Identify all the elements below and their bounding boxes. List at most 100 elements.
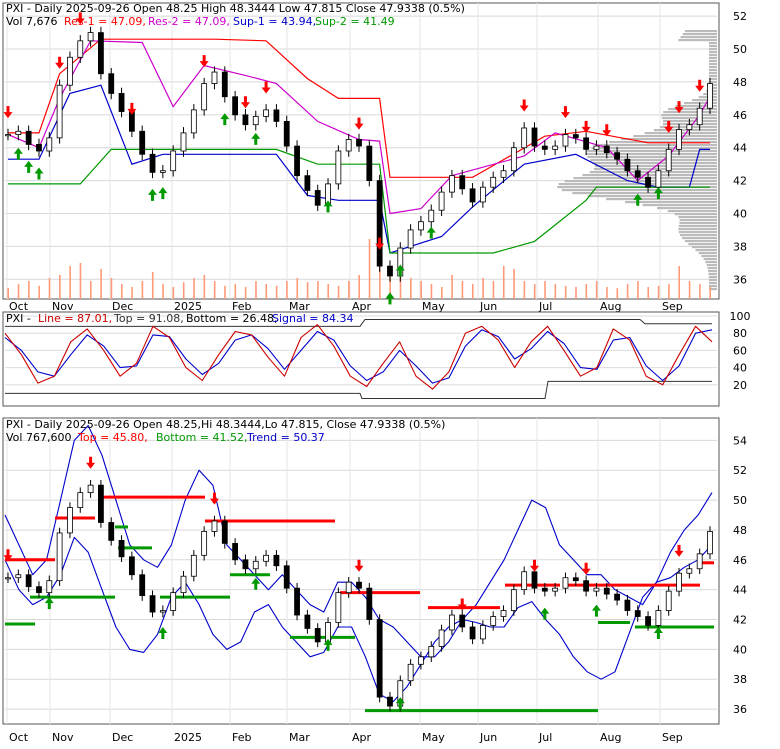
volume-profile-bar bbox=[657, 207, 717, 210]
up-arrow bbox=[24, 160, 34, 173]
down-arrow bbox=[695, 79, 705, 92]
band-up-arrow bbox=[323, 638, 333, 651]
volume-profile-bar bbox=[661, 117, 717, 120]
candle-body bbox=[118, 93, 125, 112]
candle-body bbox=[490, 176, 497, 188]
volume-bar bbox=[451, 275, 453, 299]
price-x-tick: Aug bbox=[600, 300, 621, 313]
candle-body bbox=[98, 32, 104, 75]
up-arrow bbox=[220, 113, 230, 126]
band-candle-body bbox=[87, 484, 94, 494]
volume-profile-bar bbox=[708, 288, 717, 291]
candle-body bbox=[438, 191, 445, 211]
candle-body bbox=[36, 144, 42, 152]
volume-bar bbox=[379, 251, 381, 299]
up-arrow bbox=[148, 188, 158, 201]
volume-profile-bar bbox=[684, 30, 717, 33]
band-candle-body bbox=[696, 553, 703, 570]
volume-profile-bar bbox=[708, 270, 717, 273]
volume-bar bbox=[193, 278, 195, 299]
volume-profile-bar bbox=[678, 225, 717, 228]
band-down-arrow bbox=[674, 544, 684, 557]
band-candle-body bbox=[572, 577, 579, 582]
volume-bar bbox=[141, 281, 144, 299]
candle-body bbox=[252, 116, 259, 126]
volume-bar bbox=[709, 287, 711, 299]
candle-body bbox=[139, 130, 146, 155]
volume-profile-bar bbox=[590, 159, 717, 162]
band-candle-body bbox=[593, 587, 600, 592]
candle-body bbox=[645, 176, 651, 188]
candle-body bbox=[366, 145, 373, 181]
volume-bar bbox=[699, 284, 701, 299]
band-candle-body bbox=[108, 522, 115, 541]
band-y-tick: 52 bbox=[733, 464, 747, 477]
price-y-tick: 48 bbox=[733, 76, 747, 89]
price-panel-title: PXI - Daily 2025-09-26 Open 48.25 High 4… bbox=[6, 2, 465, 15]
band-candle-body bbox=[624, 599, 631, 611]
volume-bar bbox=[688, 281, 691, 299]
volume-bar bbox=[48, 278, 51, 299]
up-arrow bbox=[385, 292, 395, 305]
band-y-tick: 44 bbox=[733, 584, 747, 597]
band-x-axis: Oct Nov Dec 2025 Feb Mar Apr May Jun Jul Aug Sep bbox=[9, 731, 683, 744]
volume-bar bbox=[523, 281, 526, 299]
band-candle-body bbox=[356, 581, 362, 589]
volume-profile-bar bbox=[620, 138, 717, 141]
band-candle-body bbox=[583, 580, 590, 592]
volume-profile-bar bbox=[591, 147, 717, 150]
oscillator-grid bbox=[5, 315, 717, 386]
up-arrow bbox=[34, 167, 44, 180]
volume-bar bbox=[492, 281, 495, 299]
volume-bar bbox=[461, 281, 464, 299]
candle-body bbox=[387, 265, 393, 277]
band-candle-body bbox=[634, 610, 641, 617]
down-arrow bbox=[55, 56, 65, 69]
band-candle-body bbox=[469, 626, 476, 640]
candle-body bbox=[572, 134, 579, 139]
band-candle-body bbox=[5, 577, 11, 580]
candle-body bbox=[77, 40, 84, 58]
band-trend-label: Trend = 50.37 bbox=[246, 431, 325, 444]
candle-body bbox=[221, 71, 228, 98]
band-candle-body bbox=[304, 614, 311, 629]
res1-label: Res-1 = 47.09, bbox=[64, 15, 146, 28]
band-x-tick: Aug bbox=[600, 731, 621, 744]
volume-profile-bar bbox=[709, 51, 717, 54]
band-y-tick: 48 bbox=[733, 524, 747, 537]
oscillator-y-tick: 60 bbox=[733, 344, 747, 357]
band-candle-body bbox=[418, 656, 424, 665]
candle-body bbox=[304, 175, 311, 191]
band-candles bbox=[5, 479, 713, 712]
up-arrow bbox=[426, 226, 436, 239]
price-x-tick: May bbox=[422, 300, 445, 313]
band-x-tick: Nov bbox=[52, 731, 74, 744]
volume-bar bbox=[348, 281, 350, 299]
volume-profile-bar bbox=[561, 189, 717, 192]
band-x-tick: Jun bbox=[479, 731, 497, 744]
band-up-arrow bbox=[540, 607, 550, 620]
volume-bar bbox=[544, 281, 546, 299]
band-down-arrow bbox=[581, 562, 591, 575]
volume-bar bbox=[420, 281, 422, 299]
band-candle-body bbox=[614, 593, 620, 601]
band-candle-body bbox=[67, 507, 73, 534]
band-x-tick: Jul bbox=[538, 731, 552, 744]
band-y-tick: 46 bbox=[733, 554, 747, 567]
res2-line bbox=[7, 40, 711, 215]
candle-body bbox=[46, 137, 53, 152]
volume-bars bbox=[7, 239, 711, 299]
lower-band-line bbox=[4, 536, 713, 703]
oscillator-lines bbox=[4, 318, 713, 400]
volume-profile-bar bbox=[688, 243, 717, 246]
band-y-tick: 38 bbox=[733, 673, 747, 686]
volume-bar bbox=[585, 284, 588, 299]
candle-body bbox=[5, 134, 11, 137]
down-arrow bbox=[674, 101, 684, 114]
price-y-tick: 46 bbox=[733, 109, 747, 122]
band-candle-body bbox=[242, 559, 249, 570]
candle-body bbox=[273, 109, 280, 122]
band-up-arrow bbox=[653, 626, 663, 639]
volume-bar bbox=[120, 284, 123, 299]
